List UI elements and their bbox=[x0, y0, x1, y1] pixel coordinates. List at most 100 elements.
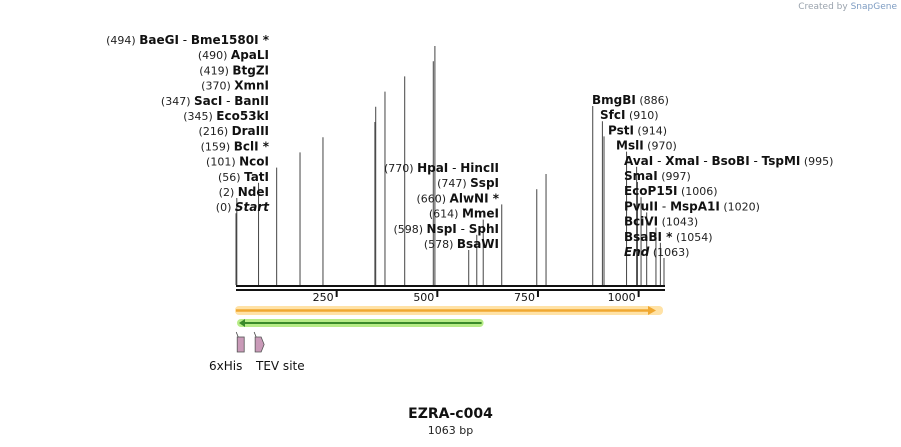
site-label-text: (747) SspI bbox=[437, 176, 499, 190]
ruler-ticks: 250 500 750 1000 bbox=[313, 291, 640, 304]
site-label-text: (347) SacI - BanII bbox=[161, 94, 269, 108]
site-separator: - bbox=[658, 199, 670, 213]
site-name: Bme1580I * bbox=[191, 33, 270, 47]
site-position: (1063) bbox=[649, 246, 689, 259]
green-arrow-head bbox=[239, 319, 245, 327]
tev-site-label: TEV site bbox=[255, 359, 305, 373]
site-name: MmeI bbox=[462, 207, 499, 221]
site-name: DraIII bbox=[232, 124, 269, 138]
site-position: (1054) bbox=[672, 231, 712, 244]
site-label-text: End (1063) bbox=[624, 245, 689, 259]
site-label-text: (494) BaeGI - Bme1580I * bbox=[106, 33, 270, 47]
site-label-text: (770) HpaI - HincII bbox=[384, 161, 499, 175]
site-position: (614) bbox=[429, 208, 462, 221]
site-position: (216) bbox=[199, 125, 232, 138]
site-label-text: SfcI (910) bbox=[600, 108, 659, 122]
site-label-msli: MslI (970) bbox=[616, 139, 677, 153]
site-position: (914) bbox=[634, 124, 667, 137]
site-label-bcli: (159) BclI * bbox=[201, 139, 270, 153]
site-name: SfcI bbox=[600, 108, 625, 122]
orange-arrow-head bbox=[648, 306, 656, 315]
site-label-bsabi: BsaBI * (1054) bbox=[624, 230, 713, 244]
site-separator: - bbox=[653, 154, 665, 168]
site-separator: - bbox=[222, 94, 234, 108]
site-label-bcivi: BciVI (1043) bbox=[624, 215, 698, 229]
site-label-text: (490) ApaLI bbox=[198, 48, 269, 62]
site-position: (770) bbox=[384, 162, 417, 175]
site-label-tati: (56) TatI bbox=[218, 170, 269, 184]
site-name: ApaLI bbox=[231, 48, 269, 62]
site-separator: - bbox=[448, 161, 460, 175]
site-label-btgzi: (419) BtgZI bbox=[199, 63, 269, 77]
site-name: BaeGI bbox=[139, 33, 179, 47]
site-label-text: BmgBI (886) bbox=[592, 93, 669, 107]
site-separator: - bbox=[700, 154, 712, 168]
site-name: SspI bbox=[470, 176, 499, 190]
site-name: AlwNI * bbox=[450, 191, 500, 205]
site-position: (494) bbox=[106, 34, 139, 47]
his-tag-leader bbox=[235, 331, 239, 338]
site-position: (747) bbox=[437, 177, 470, 190]
site-position: (0) bbox=[216, 201, 235, 214]
site-position: (159) bbox=[201, 140, 234, 153]
site-label-start: (0) Start bbox=[216, 200, 270, 214]
site-name: MspA1I bbox=[670, 199, 720, 213]
site-position: (1043) bbox=[658, 216, 698, 229]
his-tag-label: 6xHis bbox=[209, 359, 242, 373]
site-position: (910) bbox=[625, 109, 658, 122]
ruler-label-500: 500 bbox=[413, 291, 434, 304]
site-label-ndei: (2) NdeI bbox=[219, 185, 269, 199]
site-label-avai: AvaI - XmaI - BsoBI - TspMI (995) bbox=[624, 154, 833, 168]
site-separator: - bbox=[457, 222, 469, 236]
site-position: (997) bbox=[658, 170, 691, 183]
site-name: BsaWI bbox=[457, 237, 499, 251]
site-label-text: BsaBI * (1054) bbox=[624, 230, 713, 244]
site-label-text: (0) Start bbox=[216, 200, 270, 214]
site-name: SphI bbox=[469, 222, 499, 236]
site-name: HincII bbox=[460, 161, 499, 175]
site-name: TatI bbox=[244, 170, 269, 184]
site-name: NdeI bbox=[238, 185, 269, 199]
site-label-ncoi: (101) NcoI bbox=[206, 155, 269, 169]
site-name: BsoBI bbox=[712, 154, 750, 168]
site-label-text: AvaI - XmaI - BsoBI - TspMI (995) bbox=[624, 154, 833, 168]
site-position: (970) bbox=[644, 140, 677, 153]
site-label-text: (216) DraIII bbox=[199, 124, 269, 138]
site-label-saci: (347) SacI - BanII bbox=[161, 94, 269, 108]
site-position: (886) bbox=[636, 94, 669, 107]
tev-site-box bbox=[254, 336, 265, 353]
site-label-end: End (1063) bbox=[624, 245, 689, 259]
site-position: (660) bbox=[416, 192, 449, 205]
site-position: (419) bbox=[199, 64, 232, 77]
site-name: HpaI bbox=[417, 161, 448, 175]
site-name: Eco53kI bbox=[216, 109, 269, 123]
site-separator: - bbox=[179, 33, 191, 47]
ruler-label-250: 250 bbox=[313, 291, 334, 304]
site-label-hpai: (770) HpaI - HincII bbox=[384, 161, 499, 175]
site-position: (1006) bbox=[678, 185, 718, 198]
site-label-mmei: (614) MmeI bbox=[429, 207, 499, 221]
site-label-text: SmaI (997) bbox=[624, 169, 691, 183]
site-name: PvuII bbox=[624, 199, 658, 213]
site-label-text: (370) XmnI bbox=[201, 79, 269, 93]
site-label-alwni: (660) AlwNI * bbox=[416, 191, 499, 205]
site-label-text: (419) BtgZI bbox=[199, 63, 269, 77]
site-position: (370) bbox=[201, 80, 234, 93]
site-label-text: (614) MmeI bbox=[429, 207, 499, 221]
site-position: (2) bbox=[219, 186, 238, 199]
site-position: (56) bbox=[218, 171, 244, 184]
site-label-text: (345) Eco53kI bbox=[183, 109, 269, 123]
site-position: (101) bbox=[206, 156, 239, 169]
site-label-baegi: (494) BaeGI - Bme1580I * bbox=[106, 33, 270, 47]
site-name: MslI bbox=[616, 139, 644, 153]
site-position: (1020) bbox=[720, 200, 760, 213]
site-separator: - bbox=[750, 154, 762, 168]
site-lines bbox=[235, 46, 665, 285]
site-label-text: PstI (914) bbox=[608, 123, 667, 137]
site-label-text: BciVI (1043) bbox=[624, 215, 698, 229]
site-label-eco53ki: (345) Eco53kI bbox=[183, 109, 269, 123]
site-labels: (494) BaeGI - Bme1580I *(490) ApaLI(419)… bbox=[106, 33, 833, 259]
site-position: (490) bbox=[198, 49, 231, 62]
ruler-label-1000: 1000 bbox=[608, 291, 636, 304]
site-name: BclI * bbox=[234, 139, 270, 153]
